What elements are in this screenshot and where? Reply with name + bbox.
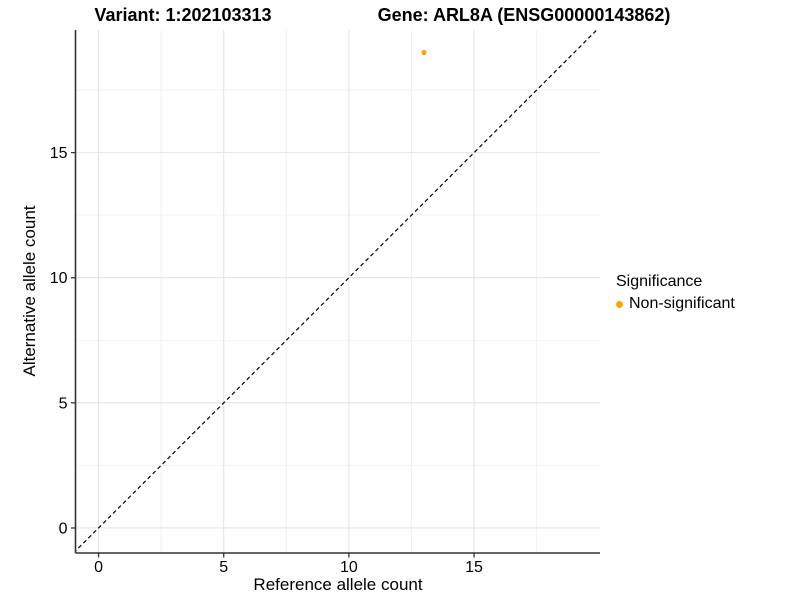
y-tick-label: 5 <box>59 395 68 412</box>
x-tick-label: 15 <box>465 559 483 576</box>
x-tick-label: 5 <box>219 559 228 576</box>
data-point <box>421 49 427 56</box>
x-tick-label: 10 <box>340 559 358 576</box>
identity-line <box>75 30 598 552</box>
variant-title: Variant: 1:202103313 <box>94 5 272 25</box>
point-swatch-icon <box>616 300 623 308</box>
y-tick-label: 0 <box>59 520 68 537</box>
y-tick-label: 10 <box>50 270 68 287</box>
legend-title: Significance <box>616 273 703 290</box>
gene-title: Gene: ARL8A (ENSG00000143862) <box>377 5 671 25</box>
y-tick-label: 15 <box>50 145 68 162</box>
x-axis-label: Reference allele count <box>253 575 423 594</box>
legend-item-non-significant: Non-significant <box>616 294 735 314</box>
y-axis-label: Alternative allele count <box>20 205 39 377</box>
legend: Significance Non-significant <box>616 272 735 314</box>
legend-item-label: Non-significant <box>629 295 735 312</box>
x-tick-label: 0 <box>94 559 103 576</box>
